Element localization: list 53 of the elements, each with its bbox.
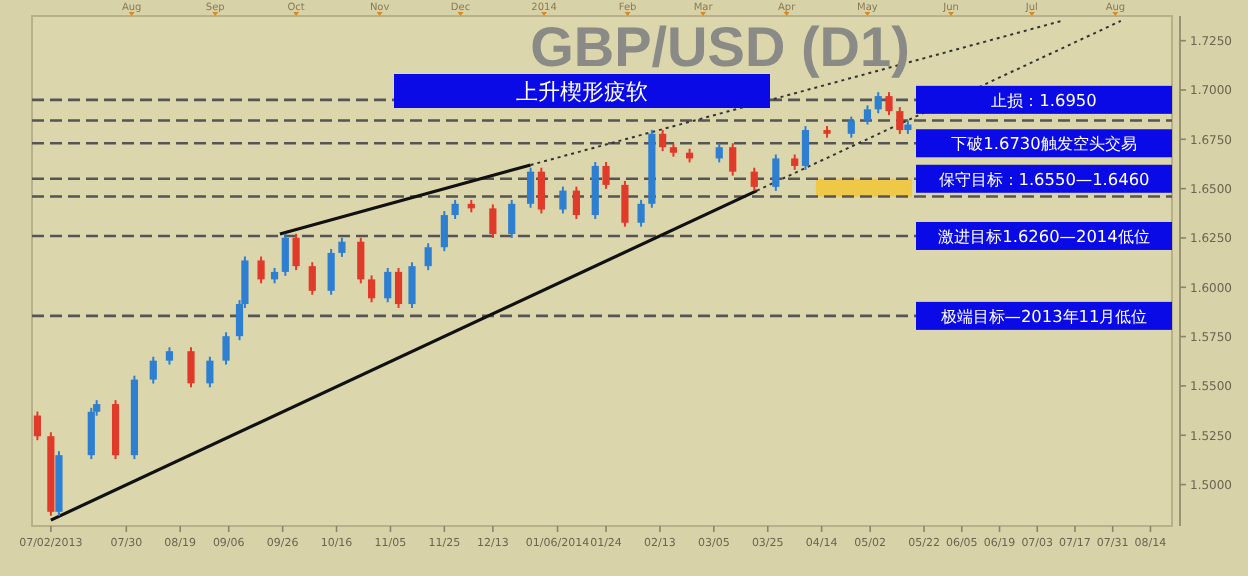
annotation-box: 保守目标：1.6550—1.6460 xyxy=(916,164,1172,193)
candlestick xyxy=(801,125,810,171)
candlestick xyxy=(526,166,535,209)
candlestick xyxy=(489,203,497,239)
annotation: 保守目标：1.6550—1.6460 xyxy=(938,168,1150,189)
candlestick xyxy=(621,179,629,228)
candlestick xyxy=(874,91,882,115)
candlestick xyxy=(367,274,376,304)
annotation-box: 激进目标1.6260—2014低位 xyxy=(916,222,1172,250)
candlestick xyxy=(863,104,872,126)
candlestick xyxy=(408,261,416,309)
annotation: 止损：1.6950 xyxy=(991,89,1097,110)
candlestick xyxy=(257,255,265,285)
annotation: 上升楔形疲软 xyxy=(516,79,648,105)
candlestick xyxy=(847,115,855,139)
candlestick xyxy=(729,142,737,177)
candlestick xyxy=(715,142,723,164)
candlestick xyxy=(394,266,403,309)
candlestick xyxy=(33,410,41,442)
annotation-box: 止损：1.6950 xyxy=(916,85,1172,114)
candlestick xyxy=(222,331,230,366)
annotation: 激进目标1.6260—2014低位 xyxy=(938,225,1150,246)
candlestick xyxy=(384,266,392,304)
candlestick xyxy=(772,153,780,192)
annotation-box: 极端目标—2013年11月低位 xyxy=(916,301,1172,330)
candlestick xyxy=(292,232,300,272)
candlestick xyxy=(659,128,667,153)
chart-title: GBP/USD (D1) xyxy=(530,16,910,78)
candlestick xyxy=(537,166,545,215)
candlestick xyxy=(440,210,448,253)
candlestick xyxy=(602,161,610,190)
candlestick xyxy=(750,166,758,192)
candlestick xyxy=(338,236,346,258)
annotation: 极端目标—2013年11月低位 xyxy=(938,305,1148,326)
candlestick xyxy=(572,185,580,221)
annotation-box: 上升楔形疲软 xyxy=(394,74,770,108)
candlestick xyxy=(896,106,904,135)
candlestick xyxy=(357,236,365,285)
candlestick xyxy=(451,198,459,221)
candlestick xyxy=(559,185,567,215)
candlestick xyxy=(637,198,645,228)
candlestick xyxy=(424,242,432,272)
candlestick xyxy=(87,406,95,461)
candlestick xyxy=(308,261,316,296)
candlestick xyxy=(206,355,214,389)
candlestick xyxy=(327,248,335,296)
annotation: 下破1.6730触发空头交易 xyxy=(951,133,1137,154)
annotation-box: 下破1.6730触发空头交易 xyxy=(916,129,1172,158)
candlestick xyxy=(281,232,289,277)
candlestick xyxy=(149,355,157,385)
candlestick xyxy=(187,346,195,389)
candlestick xyxy=(885,91,893,117)
candlestick xyxy=(508,198,516,239)
